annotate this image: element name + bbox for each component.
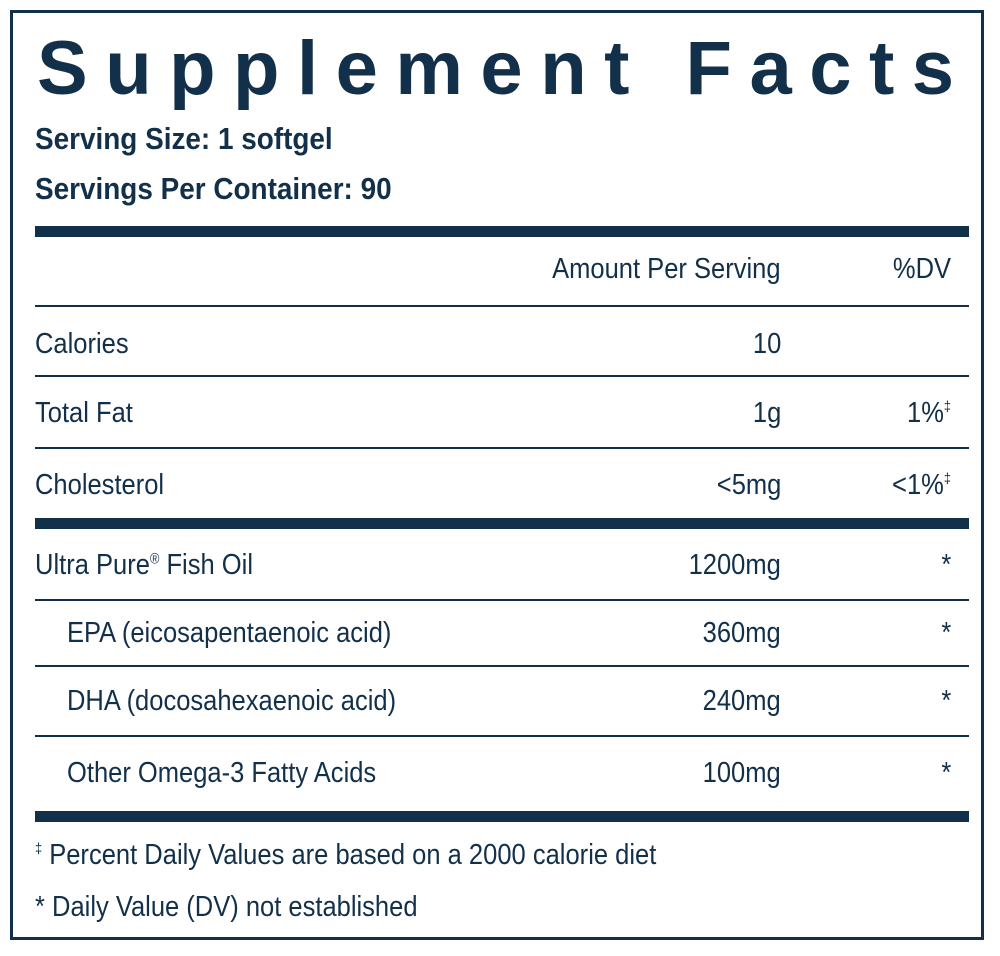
row-amount: 360mg — [702, 617, 781, 649]
column-header-row: Amount Per Serving %DV — [35, 253, 969, 289]
servings-per-container: Servings Per Container: 90 — [35, 171, 392, 206]
row-divider — [35, 665, 969, 667]
row-amount: <5mg — [716, 469, 781, 501]
row-divider — [35, 375, 969, 377]
row-divider — [35, 447, 969, 449]
dv-header: %DV — [892, 253, 951, 285]
row-amount: 1200mg — [688, 549, 781, 581]
row-dv: * — [941, 685, 951, 717]
row-name: EPA (eicosapentaenoic acid) — [67, 617, 392, 649]
row-dv: * — [941, 757, 951, 789]
row-divider — [35, 735, 969, 737]
row-amount: 1g — [752, 397, 781, 429]
top-thick-rule — [35, 226, 969, 237]
row-dv: * — [941, 549, 951, 581]
panel-title: Supplement Facts — [37, 26, 972, 111]
footnote-dv-not-established: * Daily Value (DV) not established — [35, 891, 418, 923]
footnote-daily-values: ‡ Percent Daily Values are based on a 20… — [35, 839, 657, 871]
row-divider — [35, 599, 969, 601]
row-name: DHA (docosahexaenoic acid) — [67, 685, 397, 717]
amount-header: Amount Per Serving — [552, 253, 781, 285]
row-dv: <1%‡ — [892, 469, 951, 501]
table-row-calories: Calories 10 — [35, 328, 969, 364]
row-name: Total Fat — [35, 397, 133, 429]
row-name: Ultra Pure® Fish Oil — [35, 549, 254, 581]
table-row-other-omega-3: Other Omega-3 Fatty Acids 100mg * — [35, 757, 969, 793]
row-amount: 10 — [752, 328, 781, 360]
serving-size: Serving Size: 1 softgel — [35, 121, 333, 156]
table-row-epa: EPA (eicosapentaenoic acid) 360mg * — [35, 617, 969, 653]
row-dv: * — [941, 617, 951, 649]
supplement-facts-panel: Supplement Facts Serving Size: 1 softgel… — [10, 10, 984, 940]
row-name: Cholesterol — [35, 469, 165, 501]
middle-thick-rule — [35, 518, 969, 529]
table-row-dha: DHA (docosahexaenoic acid) 240mg * — [35, 685, 969, 721]
header-rule — [35, 305, 969, 307]
row-name: Other Omega-3 Fatty Acids — [67, 757, 377, 789]
bottom-thick-rule — [35, 811, 969, 822]
row-dv: 1%‡ — [906, 397, 951, 429]
row-amount: 240mg — [702, 685, 781, 717]
row-name: Calories — [35, 328, 129, 360]
table-row-fish-oil: Ultra Pure® Fish Oil 1200mg * — [35, 549, 969, 585]
row-amount: 100mg — [702, 757, 781, 789]
table-row-total-fat: Total Fat 1g 1%‡ — [35, 397, 969, 433]
table-row-cholesterol: Cholesterol <5mg <1%‡ — [35, 469, 969, 505]
